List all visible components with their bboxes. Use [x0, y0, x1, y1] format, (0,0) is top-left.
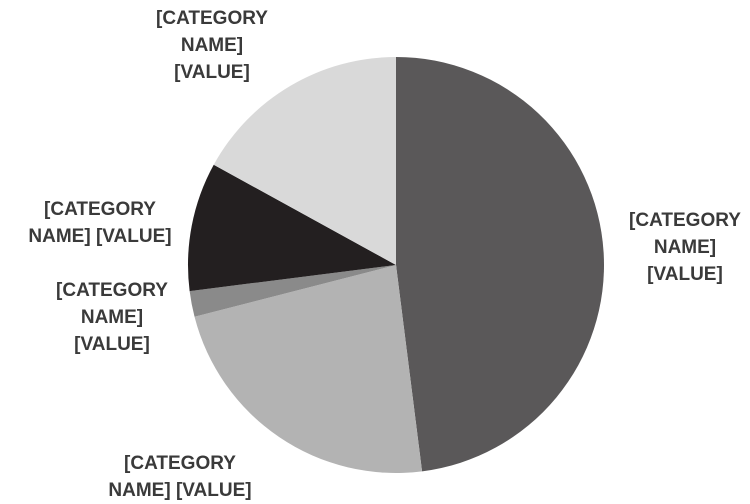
value-label: [VALUE]: [74, 334, 150, 355]
slice-label: [CATEGORY NAME] [VALUE]: [610, 207, 750, 288]
slice-label: [CATEGORY NAME] [VALUE]: [137, 5, 287, 86]
slice-label: [CATEGORY NAME] [VALUE]: [105, 450, 255, 504]
value-label: [VALUE]: [647, 264, 723, 285]
pie-slice: [188, 164, 396, 292]
category-label: [CATEGORY NAME]: [56, 280, 168, 328]
slice-label: [CATEGORY NAME] [VALUE]: [37, 277, 187, 358]
pie-slice: [396, 57, 605, 472]
value-label: [VALUE]: [175, 480, 252, 501]
category-label: [CATEGORY NAME]: [108, 453, 236, 501]
category-label: [CATEGORY NAME]: [156, 8, 268, 56]
pie-slice: [213, 57, 396, 265]
slice-label: [CATEGORY NAME] [VALUE]: [25, 196, 175, 250]
category-label: [CATEGORY NAME]: [28, 199, 156, 247]
category-label: [CATEGORY NAME]: [629, 210, 741, 258]
pie-slice: [194, 265, 423, 474]
value-label: [VALUE]: [95, 226, 172, 247]
pie-slice: [189, 265, 396, 317]
value-label: [VALUE]: [174, 62, 250, 83]
